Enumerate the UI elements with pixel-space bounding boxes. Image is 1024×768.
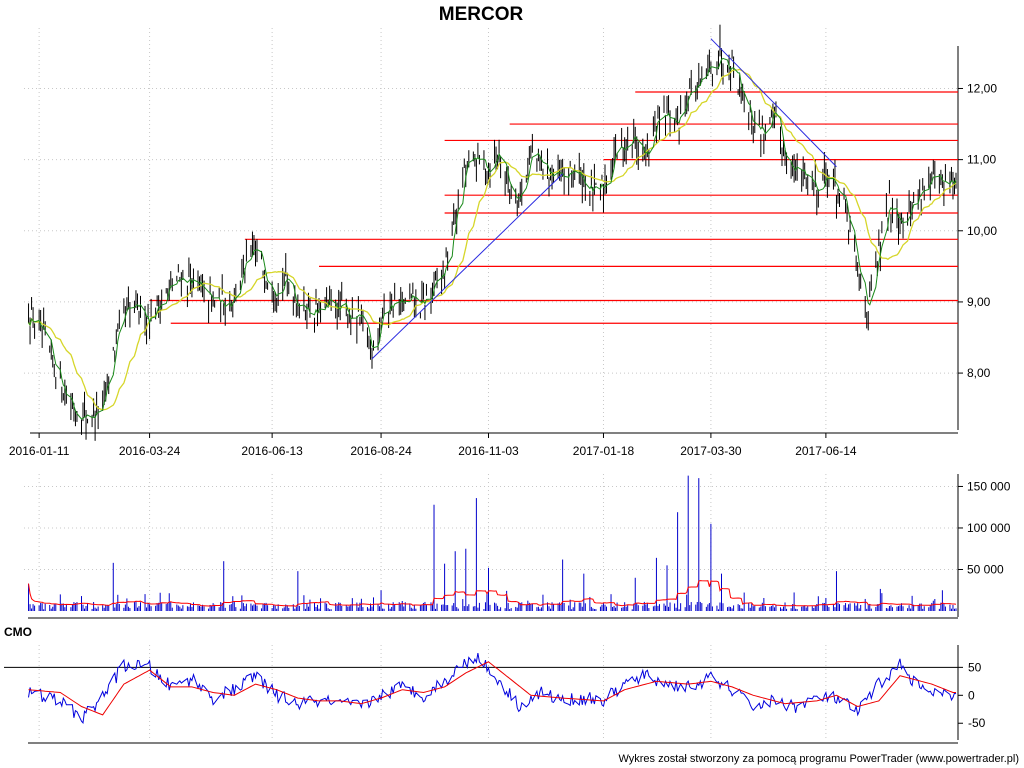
x-tick-label: 2016-01-11 bbox=[9, 444, 70, 458]
volume-average-line bbox=[28, 580, 957, 607]
volume-panel: 50 000 100 000 150 000 bbox=[24, 474, 1011, 619]
x-tick-label: 2016-06-13 bbox=[241, 444, 303, 458]
oscillator-panel: 50 0 -50 bbox=[4, 645, 986, 744]
x-tick-label: 2017-06-14 bbox=[795, 444, 857, 458]
moving-average-short bbox=[28, 57, 957, 420]
y-tick-label: 9,00 bbox=[967, 295, 991, 309]
moving-average-long bbox=[27, 68, 957, 411]
y-tick-label: 10,00 bbox=[967, 224, 997, 238]
x-tick-label: 2016-03-24 bbox=[119, 444, 181, 458]
y-tick-label: 50 bbox=[968, 660, 982, 674]
x-tick-label: 2017-01-18 bbox=[573, 444, 635, 458]
cmo-signal-line bbox=[28, 661, 956, 716]
y-tick-label: 12,00 bbox=[967, 81, 997, 95]
y-tick-label: 50 000 bbox=[967, 562, 1004, 576]
y-tick-label: -50 bbox=[968, 716, 986, 730]
oscillator-panel-label: CMO bbox=[4, 625, 32, 639]
trend-line bbox=[710, 38, 837, 168]
y-tick-label: 100 000 bbox=[967, 521, 1011, 535]
footer-credit: Wykres został stworzony za pomocą progra… bbox=[618, 753, 1019, 765]
price-panel: 8,00 9,00 10,00 11,00 12,00 2016-01-11 2016-03… bbox=[9, 24, 997, 458]
x-tick-label: 2017-03-30 bbox=[680, 444, 742, 458]
y-tick-label: 8,00 bbox=[967, 366, 991, 380]
cmo-line bbox=[28, 653, 957, 725]
y-tick-label: 0 bbox=[968, 688, 975, 702]
trend-line bbox=[371, 173, 563, 360]
x-tick-label: 2016-08-24 bbox=[350, 444, 412, 458]
y-tick-label: 150 000 bbox=[967, 479, 1011, 493]
x-tick-label: 2016-11-03 bbox=[458, 444, 519, 458]
chart-title: MERCOR bbox=[439, 4, 524, 25]
y-tick-label: 11,00 bbox=[967, 153, 996, 167]
